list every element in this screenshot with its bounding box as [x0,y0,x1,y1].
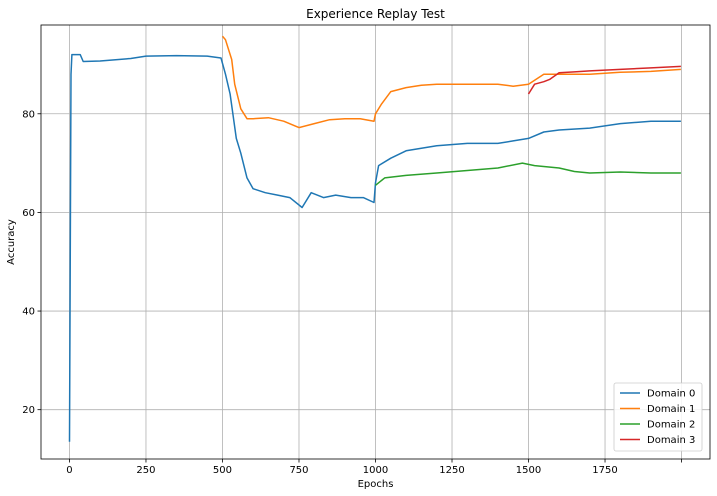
y-tick-label: 80 [22,109,35,120]
x-tick-label: 750 [289,465,308,476]
chart-title: Experience Replay Test [306,7,445,21]
x-tick-label: 1000 [363,465,388,476]
x-tick-label: 1500 [516,465,541,476]
legend-label: Domain 0 [647,389,695,400]
y-axis-ticks: 20 40 60 80 [22,109,41,416]
grid [41,25,710,459]
x-tick-label: 250 [136,465,155,476]
legend-label: Domain 2 [647,420,695,431]
series-line-domain-0 [68,53,681,442]
y-tick-label: 60 [22,208,35,219]
legend-box [613,382,703,452]
x-tick-label: 1750 [592,465,617,476]
series-line-domain-3 [527,65,681,95]
x-axis-ticks: 0 250 500 750 1000 1250 1500 1750 [66,459,682,476]
x-tick-label: 1250 [439,465,464,476]
legend-label: Domain 3 [647,435,695,446]
series-lines [68,35,681,442]
y-axis-label: Accuracy [6,219,17,265]
y-tick-label: 20 [22,405,35,416]
series-line-domain-2 [375,162,681,186]
legend: Domain 0 Domain 1 Domain 2 Domain 3 [613,382,703,452]
x-tick-label: 0 [66,465,72,476]
legend-label: Domain 1 [647,404,695,415]
x-tick-label: 500 [213,465,232,476]
y-tick-label: 40 [22,307,35,318]
x-axis-label: Epochs [358,479,394,490]
series-line-domain-1 [221,35,681,129]
